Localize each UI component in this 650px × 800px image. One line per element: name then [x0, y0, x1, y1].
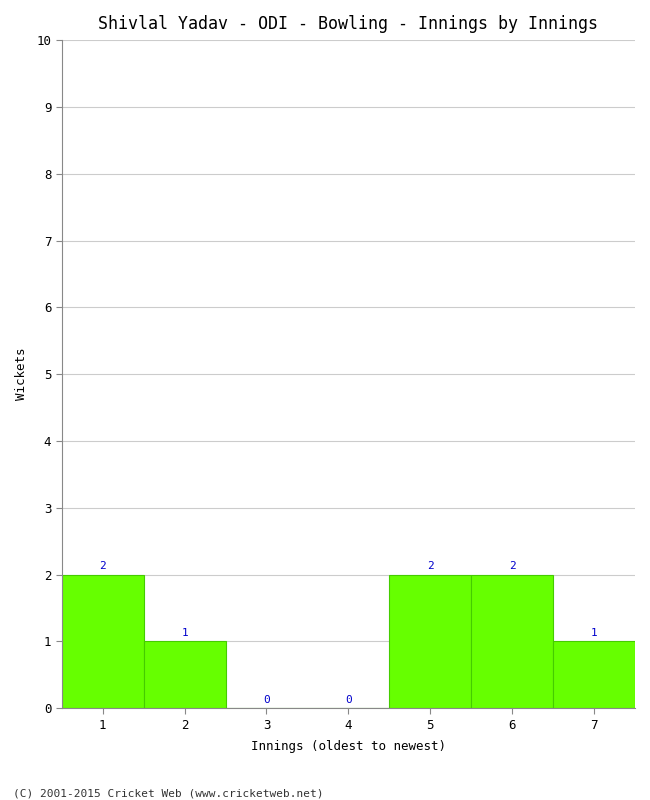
- Title: Shivlal Yadav - ODI - Bowling - Innings by Innings: Shivlal Yadav - ODI - Bowling - Innings …: [98, 15, 599, 33]
- Y-axis label: Wickets: Wickets: [15, 348, 28, 401]
- Text: 0: 0: [263, 695, 270, 705]
- X-axis label: Innings (oldest to newest): Innings (oldest to newest): [251, 740, 446, 753]
- Text: (C) 2001-2015 Cricket Web (www.cricketweb.net): (C) 2001-2015 Cricket Web (www.cricketwe…: [13, 788, 324, 798]
- Text: 0: 0: [345, 695, 352, 705]
- Text: 2: 2: [99, 562, 106, 571]
- Bar: [389, 574, 471, 708]
- Bar: [471, 574, 553, 708]
- Text: 2: 2: [509, 562, 515, 571]
- Bar: [553, 642, 635, 708]
- Bar: [144, 642, 226, 708]
- Text: 1: 1: [591, 628, 597, 638]
- Text: 1: 1: [181, 628, 188, 638]
- Bar: [62, 574, 144, 708]
- Text: 2: 2: [427, 562, 434, 571]
